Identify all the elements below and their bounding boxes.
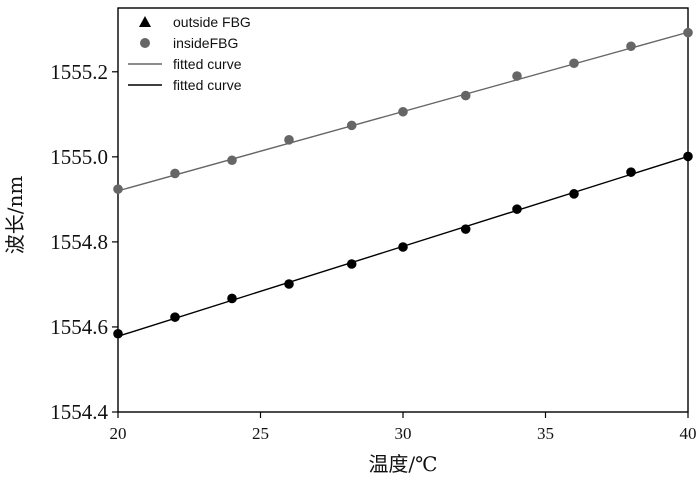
data-point bbox=[398, 242, 408, 252]
legend-label: fitted curve bbox=[173, 77, 242, 93]
data-point bbox=[170, 168, 180, 179]
data-point bbox=[569, 189, 579, 199]
data-point bbox=[227, 293, 237, 304]
x-tick-label: 30 bbox=[395, 424, 412, 443]
data-point bbox=[227, 155, 237, 166]
y-tick-label: 1554.8 bbox=[50, 230, 108, 254]
data-point bbox=[512, 204, 522, 214]
data-point bbox=[626, 167, 636, 177]
legend-circle-marker bbox=[140, 38, 150, 48]
data-point bbox=[512, 71, 522, 81]
data-point bbox=[626, 41, 636, 52]
x-axis: 20 25 30 35 40 bbox=[110, 412, 697, 443]
data-point bbox=[346, 120, 357, 131]
data-point bbox=[113, 328, 123, 339]
data-point bbox=[346, 259, 357, 269]
data-point bbox=[460, 90, 471, 101]
legend-label: insideFBG bbox=[173, 35, 238, 51]
data-point bbox=[284, 135, 294, 145]
data-point bbox=[284, 279, 294, 289]
legend-label: fitted curve bbox=[173, 56, 242, 72]
x-tick-label: 25 bbox=[252, 424, 269, 443]
x-tick-label: 20 bbox=[110, 424, 127, 443]
x-axis-title: 温度/℃ bbox=[368, 452, 437, 476]
data-point bbox=[683, 27, 693, 38]
data-point bbox=[460, 224, 471, 234]
y-tick-label: 1554.6 bbox=[50, 315, 108, 339]
y-tick-label: 1555.0 bbox=[50, 145, 108, 169]
legend-label: outside FBG bbox=[173, 14, 251, 30]
data-point bbox=[683, 151, 693, 162]
legend-triangle-marker bbox=[139, 16, 151, 27]
data-point bbox=[170, 312, 180, 322]
y-tick-label: 1554.4 bbox=[50, 400, 108, 424]
data-point bbox=[398, 106, 408, 117]
y-tick-label: 1555.2 bbox=[50, 60, 108, 84]
y-axis: 1554.4 1554.6 1554.8 1555.0 1555.2 bbox=[50, 60, 118, 424]
data-point bbox=[569, 58, 579, 69]
x-tick-label: 35 bbox=[537, 424, 554, 443]
legend: outside FBG insideFBG fitted curve fitted c… bbox=[128, 14, 251, 93]
data-points bbox=[113, 27, 693, 339]
x-tick-label: 40 bbox=[680, 424, 697, 443]
y-axis-title: 波长/nm bbox=[3, 176, 27, 255]
data-point bbox=[113, 184, 123, 194]
